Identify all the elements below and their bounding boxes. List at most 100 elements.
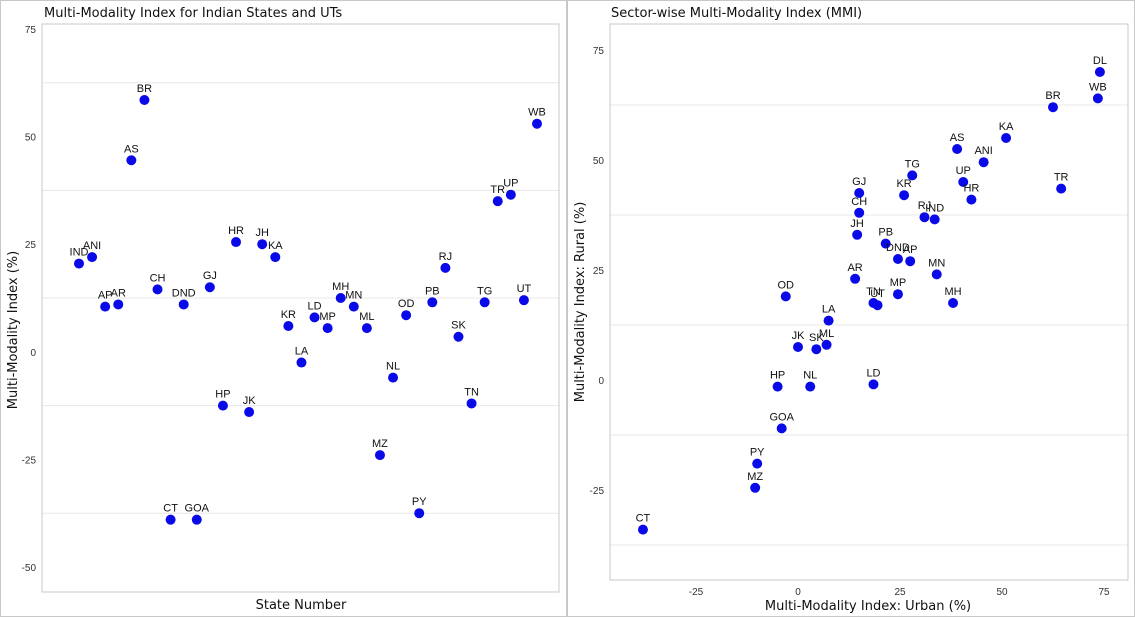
- right-point-label: BR: [1045, 90, 1060, 102]
- right-point-label: KR: [896, 178, 911, 190]
- right-point: [1094, 67, 1105, 77]
- left-point: [309, 312, 320, 323]
- left-point: [388, 372, 399, 383]
- right-point: [907, 170, 918, 181]
- left-point: [139, 95, 150, 106]
- left-point-label: SK: [451, 320, 466, 332]
- left-point-label: AR: [111, 287, 126, 299]
- left-point-label: TR: [490, 184, 505, 196]
- right-point-label: MN: [928, 257, 945, 269]
- right-point-label: RJ: [918, 200, 931, 212]
- right-point: [919, 212, 930, 223]
- left-y-tick-label: -25: [22, 455, 37, 466]
- left-point-label: MH: [332, 281, 349, 293]
- left-point: [270, 252, 281, 263]
- left-point-label: JK: [243, 395, 257, 407]
- left-point: [113, 299, 124, 310]
- left-point-label: UT: [517, 283, 532, 295]
- right-y-ticks: 75 50 25 0 -25: [590, 46, 605, 497]
- left-point: [427, 297, 438, 308]
- left-point: [204, 282, 215, 293]
- left-point: [374, 450, 385, 461]
- left-point-label: JH: [255, 227, 269, 239]
- left-chart-title: Multi-Modality Index for Indian States a…: [44, 6, 342, 21]
- left-point: [518, 295, 529, 306]
- left-y-tick-label: 0: [30, 348, 36, 359]
- left-point: [100, 301, 111, 312]
- left-point-label: CH: [150, 272, 166, 284]
- left-point: [453, 331, 464, 342]
- right-point: [793, 342, 803, 352]
- right-point-label: GOA: [769, 411, 794, 423]
- right-point: [1092, 93, 1103, 104]
- right-x-ticks: -25 0 25 50 75: [689, 587, 1110, 598]
- right-point-label: AS: [950, 132, 965, 144]
- left-point-label: HR: [228, 225, 244, 237]
- left-point: [401, 310, 412, 321]
- right-point-label: ANI: [974, 145, 992, 157]
- left-point-label: TG: [477, 285, 492, 297]
- left-point-label: MZ: [372, 438, 388, 450]
- right-point-label: TG: [905, 158, 920, 170]
- right-point: [805, 381, 816, 392]
- right-point: [750, 482, 761, 493]
- right-point-label: PB: [878, 227, 893, 239]
- right-x-tick-label: -25: [689, 587, 704, 598]
- right-x-tick-label: 50: [996, 587, 1008, 598]
- left-point-label: LD: [308, 300, 322, 312]
- left-point-label: ANI: [83, 240, 101, 252]
- right-point: [823, 315, 834, 326]
- right-point: [892, 254, 903, 264]
- left-point-label: MN: [345, 290, 362, 302]
- left-point-label: UP: [503, 178, 518, 190]
- left-point: [257, 239, 268, 250]
- right-point: [892, 289, 903, 300]
- left-point-label: AP: [98, 290, 113, 302]
- left-y-ticks: 75 50 25 0 -25 -50: [22, 25, 37, 574]
- right-x-tick-label: 0: [795, 587, 801, 598]
- right-x-tick-label: 75: [1098, 587, 1110, 598]
- right-point-label: MP: [890, 277, 907, 289]
- right-point: [978, 157, 989, 168]
- right-point: [772, 381, 783, 392]
- left-point-label: BR: [137, 83, 152, 95]
- left-point-label: LA: [295, 346, 309, 358]
- right-point: [854, 188, 865, 198]
- left-point: [322, 323, 333, 334]
- right-point-label: UT: [870, 288, 885, 300]
- right-point-label: KA: [999, 121, 1014, 133]
- left-point-label: TN: [464, 386, 479, 398]
- left-point: [466, 398, 477, 409]
- left-point-label: AS: [124, 143, 139, 155]
- right-point-label: SK: [809, 332, 824, 344]
- left-y-axis-label: Multi-Modality Index (%): [6, 251, 21, 409]
- left-point: [296, 357, 307, 368]
- right-point: [821, 339, 832, 350]
- left-plot-border: [41, 23, 560, 593]
- right-point-label: UP: [956, 165, 971, 177]
- right-point: [780, 291, 791, 302]
- right-point: [1048, 102, 1058, 113]
- right-point: [966, 194, 977, 205]
- right-gridlines: [610, 104, 1128, 546]
- left-point: [165, 514, 176, 525]
- left-point-label: OD: [398, 298, 415, 310]
- right-point: [776, 423, 787, 434]
- right-point: [899, 190, 910, 201]
- right-point: [1056, 183, 1067, 194]
- right-point-label: MZ: [747, 471, 763, 483]
- right-point: [868, 379, 879, 390]
- right-point-label: OD: [778, 279, 795, 291]
- right-point-label: JK: [792, 330, 806, 342]
- right-plot-border: [609, 23, 1129, 581]
- right-y-axis-label: Multi-Modality Index: Rural (%): [573, 202, 588, 403]
- left-point-label: KA: [268, 240, 283, 252]
- right-point-label: LA: [822, 304, 836, 316]
- right-point: [752, 458, 763, 469]
- right-x-axis-label: Multi-Modality Index: Urban (%): [765, 599, 971, 614]
- right-point: [872, 300, 883, 311]
- right-point: [637, 524, 648, 535]
- right-point-label: DND: [886, 242, 910, 254]
